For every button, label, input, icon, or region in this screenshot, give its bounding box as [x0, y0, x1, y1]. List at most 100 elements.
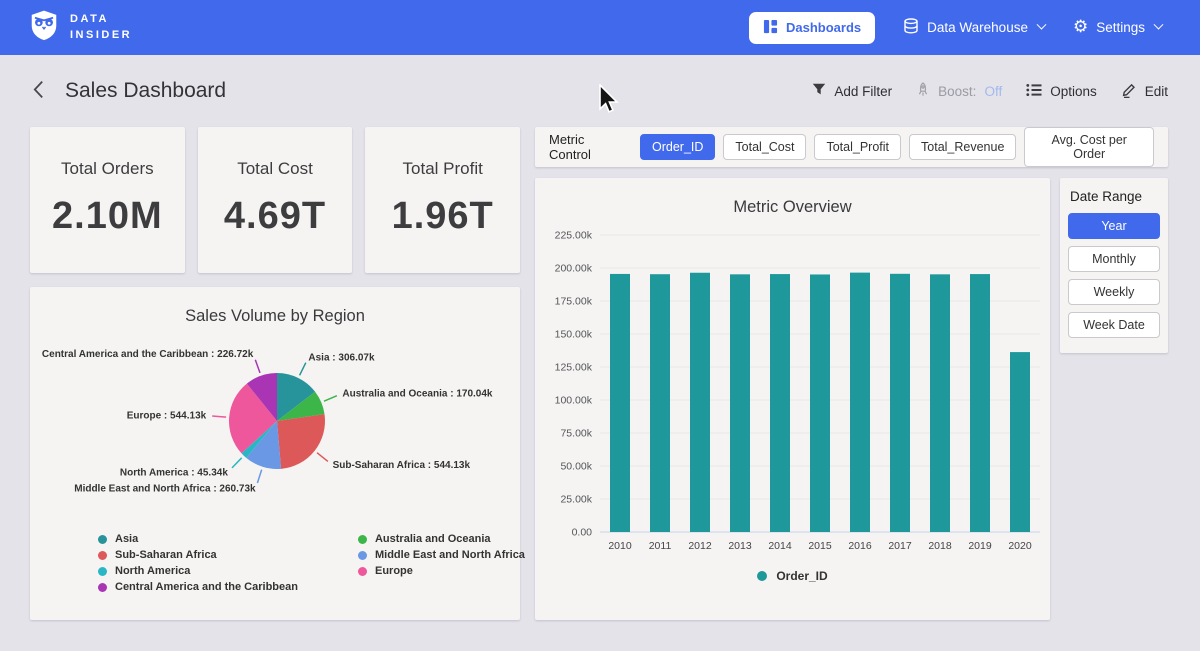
pie-chart-title: Sales Volume by Region — [30, 287, 520, 326]
dashboard-body: Total Orders 2.10M Total Cost 4.69T Tota… — [0, 127, 1200, 620]
pie-legend-item: Asia — [98, 533, 298, 545]
legend-dot — [98, 583, 107, 592]
top-navigation: Dashboards Data Warehouse ⚙ Settings — [749, 12, 1162, 44]
svg-text:50.00k: 50.00k — [560, 461, 592, 473]
svg-text:Europe : 544.13k: Europe : 544.13k — [127, 411, 207, 422]
svg-text:North America : 45.34k: North America : 45.34k — [120, 467, 228, 478]
svg-text:150.00k: 150.00k — [555, 329, 593, 341]
svg-text:2019: 2019 — [968, 540, 992, 552]
kpi-label: Total Cost — [198, 159, 353, 179]
svg-text:100.00k: 100.00k — [555, 395, 593, 407]
legend-label: Central America and the Caribbean — [115, 581, 298, 593]
svg-text:2015: 2015 — [808, 540, 832, 552]
svg-text:75.00k: 75.00k — [560, 428, 592, 440]
pie-legend-item: Sub-Saharan Africa — [98, 549, 298, 561]
kpi-row: Total Orders 2.10M Total Cost 4.69T Tota… — [30, 127, 520, 273]
pie-legend-item: Australia and Oceania — [358, 533, 525, 545]
topbar: DATA INSIDER Dashboards — [0, 0, 1200, 55]
rocket-icon — [916, 82, 930, 100]
svg-text:0.00: 0.00 — [572, 527, 593, 539]
svg-text:Australia and Oceania : 170.04: Australia and Oceania : 170.04k — [342, 388, 493, 399]
list-icon — [1026, 83, 1042, 100]
metric-chip-order-id[interactable]: Order_ID — [640, 134, 715, 160]
legend-dot — [358, 535, 367, 544]
svg-text:2016: 2016 — [848, 540, 872, 552]
database-icon — [903, 18, 919, 37]
bar-chart-panel: Metric Overview 0.0025.00k50.00k75.00k10… — [535, 178, 1050, 620]
nav-settings[interactable]: ⚙ Settings — [1073, 19, 1162, 36]
date-range-year[interactable]: Year — [1068, 213, 1160, 239]
funnel-icon — [812, 83, 826, 99]
pie-chart-panel: Sales Volume by Region Asia : 306.07k Aus… — [30, 287, 520, 620]
svg-text:2014: 2014 — [768, 540, 792, 552]
bar-chart-title: Metric Overview — [535, 178, 1050, 217]
kpi-total-cost: Total Cost 4.69T — [198, 127, 353, 273]
bar-chart: 0.0025.00k50.00k75.00k100.00k125.00k150.… — [540, 223, 1045, 563]
right-column: Metric Control Order_ID Total_Cost Total… — [535, 127, 1168, 620]
svg-text:2012: 2012 — [688, 540, 712, 552]
svg-text:2020: 2020 — [1008, 540, 1032, 552]
pie-legend-column: Asia Sub-Saharan Africa North America Centr… — [98, 533, 298, 593]
legend-label: Middle East and North Africa — [375, 549, 525, 561]
svg-text:Middle East and North Africa :: Middle East and North Africa : 260.73k — [74, 484, 256, 495]
legend-label: Sub-Saharan Africa — [115, 549, 217, 561]
pie-legend-item: Europe — [358, 565, 525, 577]
chevron-down-icon — [1037, 20, 1047, 30]
pie-legend-item: Central America and the Caribbean — [98, 581, 298, 593]
brand-logo: DATA INSIDER — [28, 9, 132, 46]
header-actions: Add Filter Boost: Off — [812, 82, 1168, 101]
date-range-week-date[interactable]: Week Date — [1068, 312, 1160, 338]
nav-dashboards-button[interactable]: Dashboards — [749, 12, 875, 44]
svg-text:Asia : 306.07k: Asia : 306.07k — [308, 352, 375, 363]
kpi-total-profit: Total Profit 1.96T — [365, 127, 520, 273]
date-range-monthly[interactable]: Monthly — [1068, 246, 1160, 272]
svg-text:2010: 2010 — [608, 540, 632, 552]
app: DATA INSIDER Dashboards — [0, 0, 1200, 651]
date-range-panel: Date Range Year Monthly Weekly Week Date — [1060, 178, 1168, 353]
back-button[interactable] — [28, 76, 49, 106]
page-title: Sales Dashboard — [65, 79, 226, 103]
kpi-total-orders: Total Orders 2.10M — [30, 127, 185, 273]
charts-row: Metric Overview 0.0025.00k50.00k75.00k10… — [535, 178, 1168, 620]
pie-legend-item: North America — [98, 565, 298, 577]
legend-label: North America — [115, 565, 190, 577]
metric-chip-avg-cost[interactable]: Avg. Cost per Order — [1024, 127, 1154, 167]
metric-control-label: Metric Control — [549, 132, 626, 162]
metric-control-bar: Metric Control Order_ID Total_Cost Total… — [535, 127, 1168, 167]
pie-legend-item: Middle East and North Africa — [358, 549, 525, 561]
owl-logo-icon — [28, 9, 60, 46]
page-header: Sales Dashboard Add Filter — [0, 55, 1200, 127]
chevron-left-icon — [32, 80, 45, 102]
bar-chart-legend: Order_ID — [535, 569, 1050, 583]
legend-dot — [98, 551, 107, 560]
svg-text:Central America and the Caribb: Central America and the Caribbean : 226.… — [42, 349, 254, 360]
legend-label: Europe — [375, 565, 413, 577]
metric-chip-total-profit[interactable]: Total_Profit — [814, 134, 901, 160]
pie-legend: Asia Sub-Saharan Africa North America Centr… — [98, 533, 520, 593]
edit-button[interactable]: Edit — [1121, 82, 1168, 101]
svg-text:2017: 2017 — [888, 540, 912, 552]
legend-dot — [358, 567, 367, 576]
legend-label: Australia and Oceania — [375, 533, 491, 545]
kpi-label: Total Profit — [365, 159, 520, 179]
metric-chip-total-revenue[interactable]: Total_Revenue — [909, 134, 1016, 160]
kpi-value: 4.69T — [198, 195, 353, 238]
date-range-weekly[interactable]: Weekly — [1068, 279, 1160, 305]
boost-toggle[interactable]: Boost: Off — [916, 82, 1002, 100]
chevron-down-icon — [1154, 20, 1164, 30]
kpi-value: 2.10M — [30, 195, 185, 238]
add-filter-button[interactable]: Add Filter — [812, 83, 892, 99]
left-column: Total Orders 2.10M Total Cost 4.69T Tota… — [30, 127, 520, 620]
kpi-label: Total Orders — [30, 159, 185, 179]
svg-text:125.00k: 125.00k — [555, 362, 593, 374]
legend-dot — [757, 571, 767, 581]
pie-chart: Asia : 306.07k Australia and Oceania : 17… — [30, 326, 520, 518]
svg-text:225.00k: 225.00k — [555, 230, 593, 242]
legend-dot — [98, 567, 107, 576]
options-button[interactable]: Options — [1026, 83, 1097, 100]
nav-data-warehouse[interactable]: Data Warehouse — [903, 18, 1045, 37]
date-range-label: Date Range — [1070, 189, 1160, 204]
metric-chip-total-cost[interactable]: Total_Cost — [723, 134, 806, 160]
svg-text:2018: 2018 — [928, 540, 952, 552]
svg-text:2013: 2013 — [728, 540, 752, 552]
